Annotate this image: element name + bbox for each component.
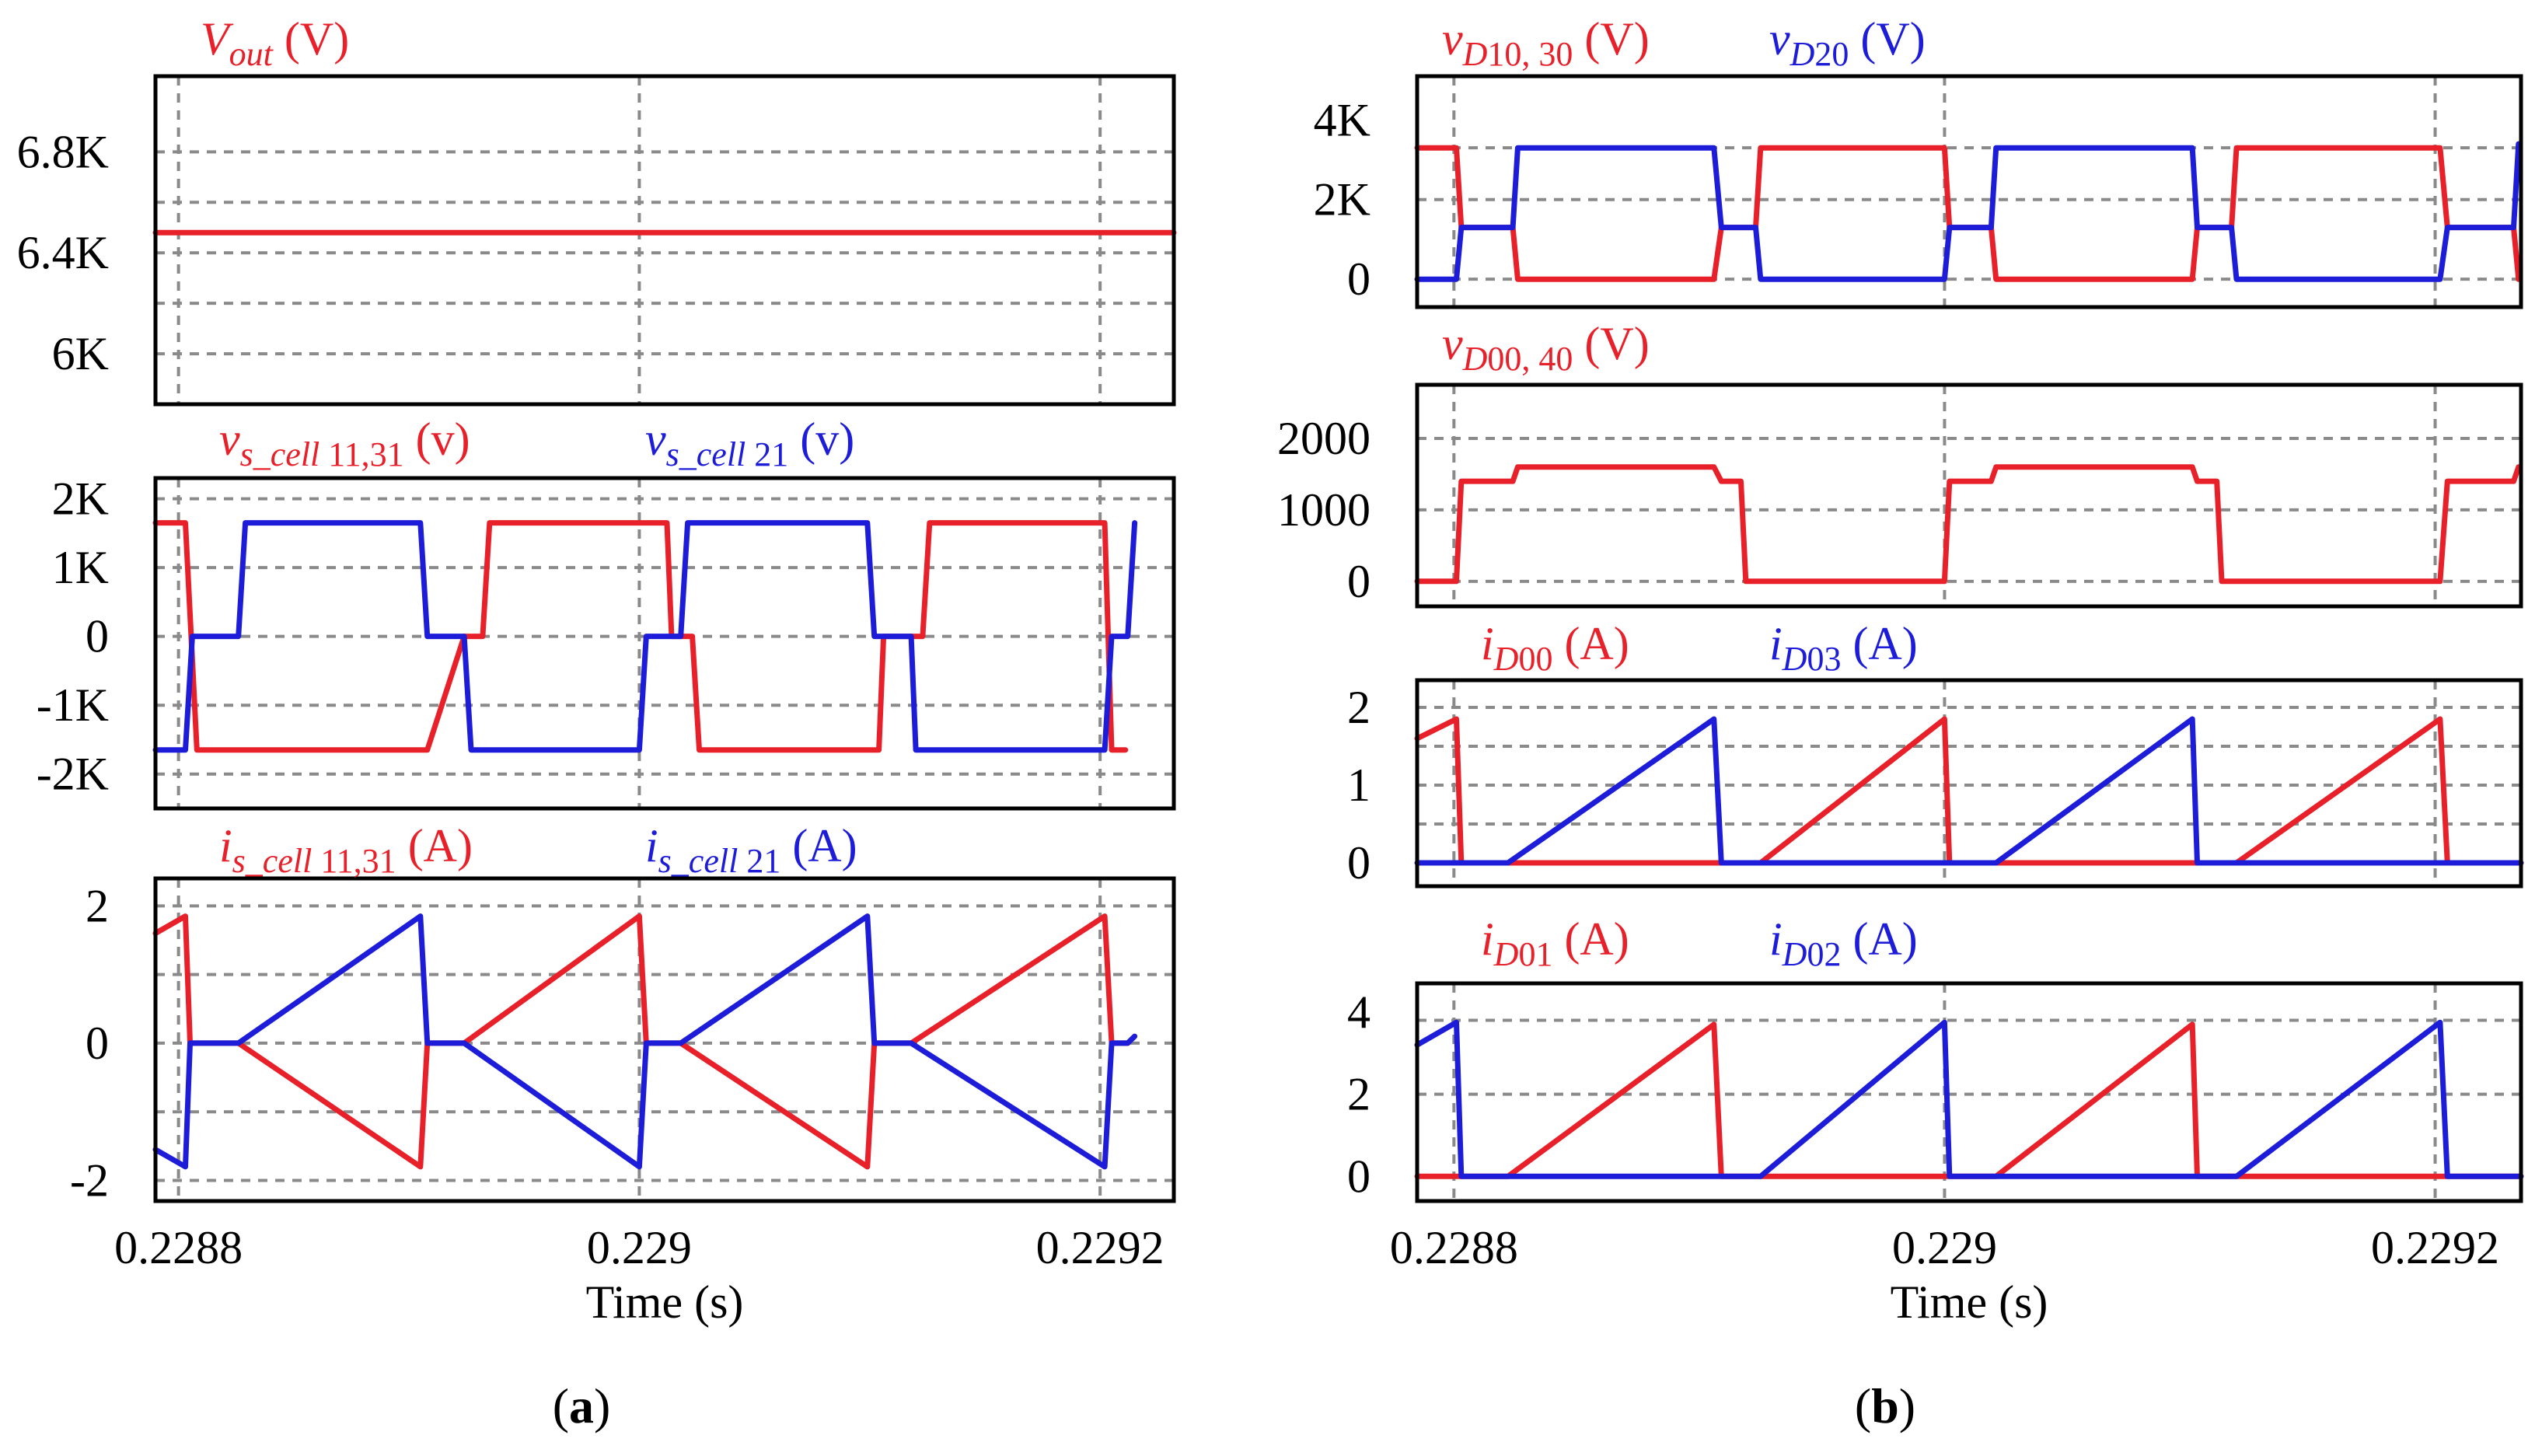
x-tick-label: 0.2292 <box>2371 1222 2499 1273</box>
y-tick-label: -2K <box>37 749 109 800</box>
caption-b: (b) <box>1855 1378 1915 1433</box>
subplot-b4: 4 2 0 0.2288 0.229 0.2292 Time (s) iD01 (A) iD02… <box>1347 913 2524 1328</box>
series-a3-1 <box>152 913 1138 1170</box>
y-tick-label: 6K <box>52 328 109 379</box>
y-tick-label: 0 <box>1347 253 1371 305</box>
series-label-b3-1: iD03 (A) <box>1769 618 1918 678</box>
series-label-b1-1: vD20 (V) <box>1769 13 1926 73</box>
series-label-b1-0: vD10, 30 (V) <box>1442 13 1650 73</box>
y-tick-label: 2K <box>1314 174 1371 225</box>
y-tick-label: 4 <box>1347 986 1371 1038</box>
x-tick-label: 0.2292 <box>1036 1222 1165 1273</box>
y-tick-label: 0 <box>1347 556 1371 607</box>
series-b3-1 <box>1414 716 2524 866</box>
y-tick-label: 1K <box>52 542 109 593</box>
subplot-a2: 2K 1K 0 -1K -2K vs_cell 11,31 (v) vs_cell 21 (… <box>37 414 1176 811</box>
y-tick-label: -1K <box>37 679 109 731</box>
series-b1-0 <box>1414 145 2522 282</box>
y-tick-label: 0 <box>1347 837 1371 889</box>
y-tick-label: 2 <box>1347 1069 1371 1120</box>
subplot-a3: 2 0 -20.2288 0.229 0.2292 Time (s) is_cell 11,… <box>70 820 1176 1328</box>
series-label-b3-0: iD00 (A) <box>1481 618 1629 678</box>
plot-frame <box>153 74 1176 407</box>
series-label-a2-1: vs_cell 21 (v) <box>645 414 854 473</box>
x-axis-title: Time (s) <box>586 1276 744 1328</box>
series-label-b4-0: iD01 (A) <box>1481 913 1629 973</box>
series-b4-0 <box>1414 1021 2524 1179</box>
plot-frame <box>153 476 1176 811</box>
plot-frame <box>1415 981 2523 1203</box>
series-a2-0 <box>152 520 1129 753</box>
y-tick-label: 6.8K <box>17 126 109 177</box>
subplot-a1: 6.8K 6.4K 6K Vout (V) <box>17 13 1177 407</box>
subplot-b2: 2000 1000 0 vD00, 40 (V) <box>1277 318 2523 609</box>
y-tick-label: 0 <box>1347 1150 1371 1202</box>
series-b1-1 <box>1414 141 2522 282</box>
x-axis-title: Time (s) <box>1891 1276 2048 1328</box>
plot-frame <box>153 876 1176 1203</box>
y-tick-label: -2 <box>70 1155 109 1206</box>
y-tick-label: 2 <box>1347 682 1371 733</box>
y-tick-label: 2K <box>52 473 109 525</box>
series-label-a3-0: is_cell 11,31 (A) <box>219 820 473 880</box>
plot-frame <box>1415 382 2523 609</box>
y-tick-label: 0 <box>86 1018 109 1069</box>
plot-frame <box>1415 74 2523 309</box>
y-tick-label: 0 <box>86 611 109 662</box>
subplot-b1: 4K 2K 0 vD10, 30 (V) vD20 (V) <box>1314 13 2523 309</box>
y-tick-label: 1000 <box>1277 484 1371 536</box>
series-b3-0 <box>1414 716 2524 866</box>
y-tick-label: 2000 <box>1277 413 1371 464</box>
series-b4-1 <box>1414 1019 2524 1179</box>
x-tick-label: 0.229 <box>587 1222 692 1273</box>
y-tick-label: 6.4K <box>17 227 109 278</box>
series-label-b2-0: vD00, 40 (V) <box>1442 318 1650 378</box>
x-tick-label: 0.2288 <box>1390 1222 1518 1273</box>
y-tick-label: 4K <box>1314 94 1371 145</box>
x-tick-label: 0.229 <box>1892 1222 1997 1273</box>
y-tick-label: 1 <box>1347 759 1371 811</box>
series-label-a3-1: is_cell 21 (A) <box>645 820 857 880</box>
subplot-b3: 2 1 0 iD00 (A) iD03 (A) <box>1347 618 2524 889</box>
series-a2-1 <box>152 520 1138 753</box>
caption-a: (a) <box>553 1378 611 1433</box>
plot-frame <box>1415 678 2523 889</box>
y-tick-label: 2 <box>86 880 109 931</box>
series-label-b4-1: iD02 (A) <box>1769 913 1918 973</box>
x-tick-label: 0.2288 <box>114 1222 243 1273</box>
series-label-a2-0: vs_cell 11,31 (v) <box>219 414 470 473</box>
series-b2-0 <box>1414 464 2522 585</box>
series-label-a1-0: Vout (V) <box>201 13 349 73</box>
